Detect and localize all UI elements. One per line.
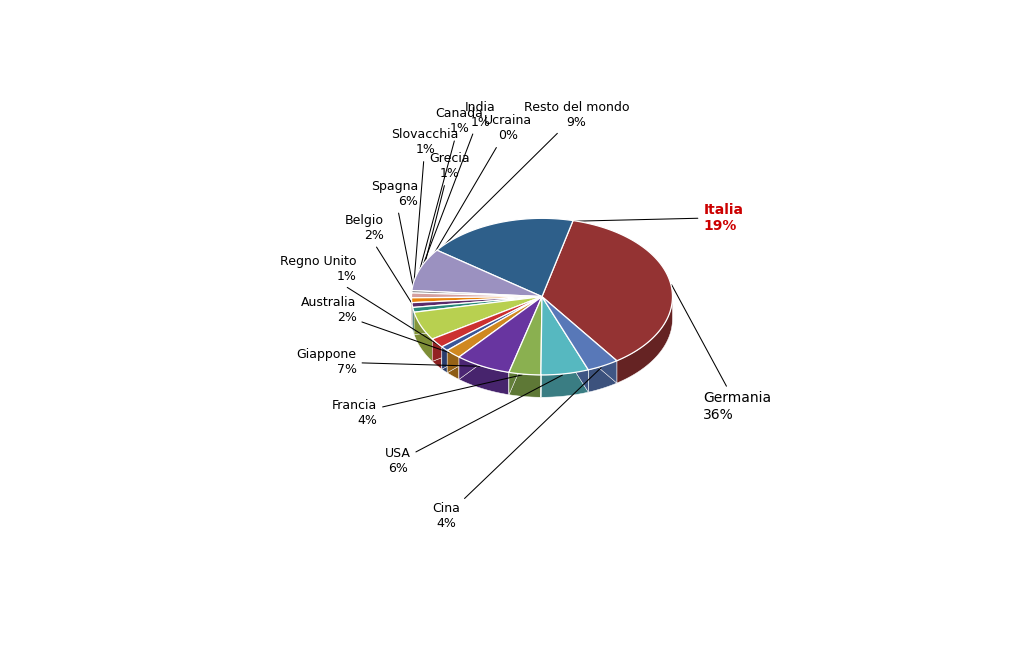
Polygon shape — [509, 296, 542, 375]
Polygon shape — [589, 361, 616, 392]
Polygon shape — [542, 296, 589, 392]
Polygon shape — [413, 296, 542, 312]
Polygon shape — [459, 296, 542, 379]
Polygon shape — [509, 373, 541, 397]
Polygon shape — [441, 296, 542, 369]
Polygon shape — [412, 296, 542, 325]
Text: Slovacchia
1%: Slovacchia 1% — [391, 128, 459, 302]
Polygon shape — [542, 296, 589, 392]
Polygon shape — [541, 296, 589, 375]
Polygon shape — [414, 312, 432, 361]
Polygon shape — [447, 351, 459, 379]
Polygon shape — [412, 296, 542, 320]
Polygon shape — [414, 296, 542, 334]
Polygon shape — [509, 296, 542, 395]
Polygon shape — [413, 308, 414, 334]
Polygon shape — [441, 296, 542, 351]
Polygon shape — [447, 296, 542, 373]
Polygon shape — [412, 290, 542, 296]
Polygon shape — [541, 296, 542, 397]
Text: Australia
2%: Australia 2% — [301, 296, 451, 353]
Polygon shape — [459, 296, 542, 373]
Polygon shape — [413, 296, 542, 330]
Polygon shape — [459, 296, 542, 379]
Polygon shape — [441, 296, 542, 369]
Text: Italia
19%: Italia 19% — [501, 203, 743, 233]
Text: Giappone
7%: Giappone 7% — [297, 348, 480, 376]
Polygon shape — [437, 218, 573, 296]
Polygon shape — [447, 296, 542, 373]
Polygon shape — [432, 296, 542, 361]
Text: Grecia
1%: Grecia 1% — [414, 152, 470, 307]
Polygon shape — [432, 296, 542, 347]
Polygon shape — [459, 357, 509, 395]
Polygon shape — [541, 370, 589, 397]
Polygon shape — [414, 296, 542, 339]
Text: Belgio
2%: Belgio 2% — [345, 214, 435, 341]
Polygon shape — [412, 293, 542, 298]
Polygon shape — [413, 296, 542, 330]
Polygon shape — [616, 297, 673, 383]
Text: India
1%: India 1% — [413, 100, 496, 293]
Text: Canada
1%: Canada 1% — [413, 108, 483, 298]
Text: Resto del mondo
9%: Resto del mondo 9% — [422, 100, 629, 268]
Polygon shape — [541, 296, 542, 397]
Polygon shape — [509, 296, 542, 395]
Polygon shape — [432, 296, 542, 361]
Text: Spagna
6%: Spagna 6% — [371, 179, 421, 323]
Polygon shape — [412, 250, 542, 296]
Polygon shape — [432, 339, 441, 369]
Text: Germania
36%: Germania 36% — [672, 284, 771, 421]
Text: Ucraina
0%: Ucraina 0% — [413, 114, 531, 290]
Text: USA
6%: USA 6% — [385, 375, 562, 476]
Polygon shape — [447, 296, 542, 357]
Text: Cina
4%: Cina 4% — [432, 368, 601, 531]
Polygon shape — [414, 296, 542, 334]
Polygon shape — [412, 296, 542, 308]
Polygon shape — [441, 347, 447, 373]
Polygon shape — [412, 296, 542, 302]
Polygon shape — [542, 296, 616, 383]
Polygon shape — [412, 296, 542, 325]
Polygon shape — [542, 221, 673, 361]
Polygon shape — [542, 296, 616, 383]
Text: Francia
4%: Francia 4% — [332, 375, 522, 427]
Polygon shape — [412, 296, 542, 320]
Text: Regno Unito
1%: Regno Unito 1% — [280, 255, 442, 347]
Polygon shape — [542, 296, 616, 370]
